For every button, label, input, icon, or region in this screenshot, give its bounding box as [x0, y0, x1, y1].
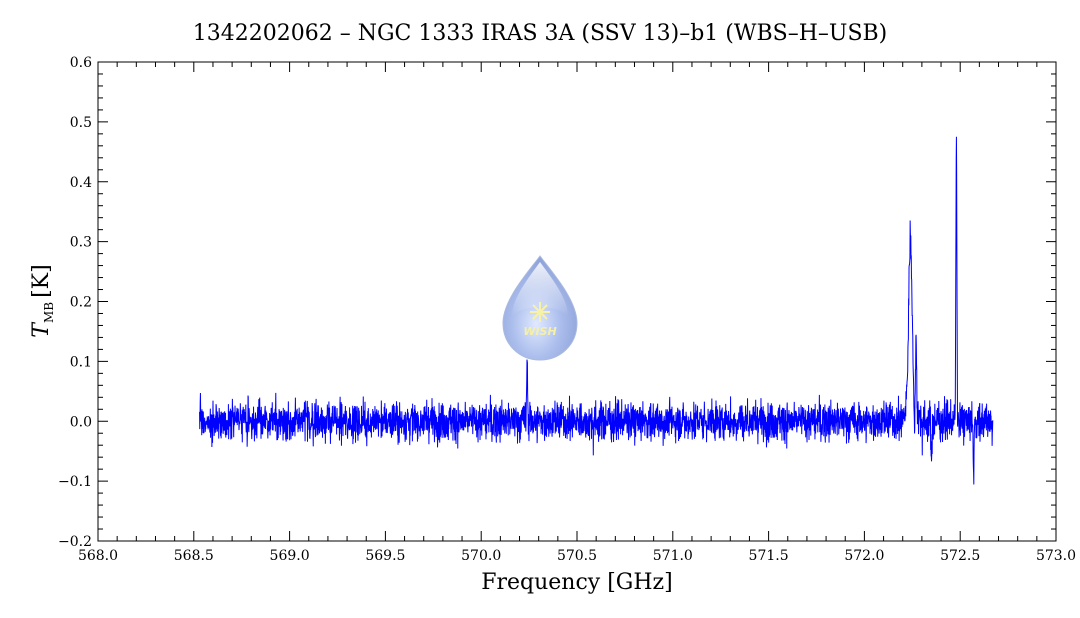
x-tick-label: 572.0 — [844, 548, 884, 564]
x-tick-label: 568.0 — [78, 548, 118, 564]
x-tick-label: 571.5 — [749, 548, 789, 564]
y-tick-label: −0.2 — [58, 534, 92, 550]
x-tick-label: 573.0 — [1036, 548, 1076, 564]
y-tick-label: 0.0 — [70, 414, 92, 430]
x-tick-label: 570.0 — [461, 548, 501, 564]
x-axis-label: Frequency [GHz] — [481, 570, 673, 595]
y-axis-label: TMB [K] — [29, 264, 56, 337]
x-tick-labels: 568.0 568.5 569.0 569.5 570.0 570.5 571.0 571.5… — [78, 548, 1076, 564]
x-tick-label: 569.5 — [365, 548, 405, 564]
y-tick-label: 0.1 — [70, 354, 92, 370]
chart-title: 1342202062 – NGC 1333 IRAS 3A (SSV 13)–b… — [193, 21, 888, 46]
x-tick-label: 571.0 — [653, 548, 693, 564]
y-tick-label: 0.2 — [70, 295, 92, 311]
logo-text: WISH — [523, 325, 556, 338]
y-tick-label: 0.5 — [70, 115, 92, 131]
y-tick-label: 0.4 — [70, 175, 92, 191]
y-tick-label: 0.3 — [70, 235, 92, 251]
x-tick-label: 570.5 — [557, 548, 597, 564]
y-tick-label: −0.1 — [58, 474, 92, 490]
x-tick-label: 572.5 — [940, 548, 980, 564]
series-line — [199, 136, 994, 485]
wish-logo: WISH — [502, 255, 578, 361]
y-tick-labels: −0.2 −0.1 0.0 0.1 0.2 0.3 0.4 0.5 0.6 — [58, 55, 92, 550]
y-axis-label-sub: MB — [42, 302, 56, 323]
plot-frame — [97, 61, 1057, 542]
y-axis-label-main: T — [29, 321, 54, 338]
drop-shine — [512, 262, 568, 316]
y-axis-label-unit: [K] — [29, 264, 54, 298]
star-icon — [530, 302, 550, 322]
axis-ticks — [97, 61, 1057, 542]
x-tick-label: 568.5 — [174, 548, 214, 564]
y-tick-label: 0.6 — [70, 55, 92, 71]
x-tick-label: 569.0 — [270, 548, 310, 564]
